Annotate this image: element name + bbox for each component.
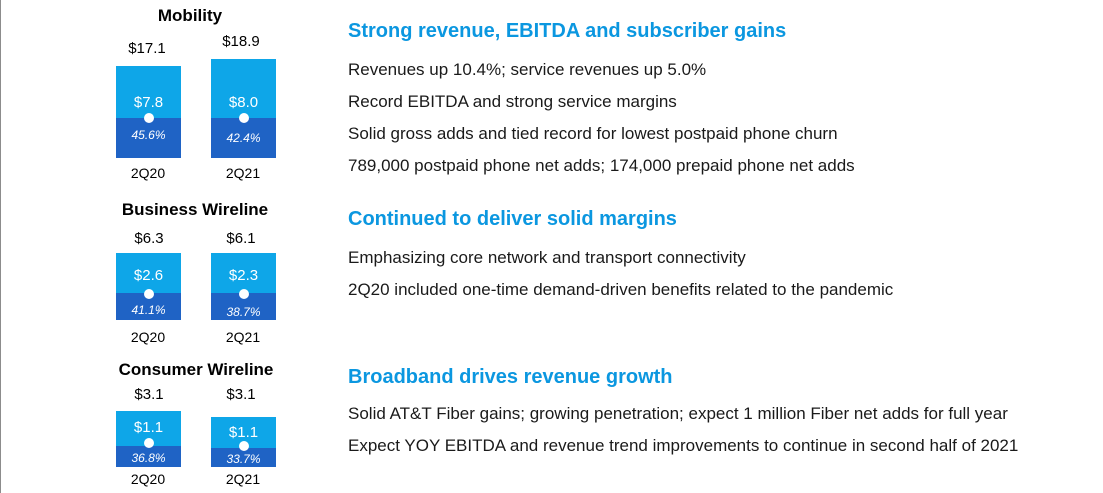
revenue-segment bbox=[211, 253, 276, 293]
margin-label: 38.7% bbox=[226, 305, 261, 319]
revenue-bar: $2.3 38.7% bbox=[211, 253, 276, 320]
x-tick-label: 2Q21 bbox=[225, 329, 261, 345]
bullet-text: 789,000 postpaid phone net adds; 174,000… bbox=[348, 156, 855, 175]
revenue-segment bbox=[116, 66, 181, 118]
margin-dot bbox=[143, 289, 154, 299]
revenue-segment bbox=[211, 59, 276, 118]
margin-dot bbox=[238, 289, 249, 299]
left-divider bbox=[0, 0, 1, 493]
bar-total-label: $6.1 bbox=[226, 230, 256, 247]
margin-dot bbox=[238, 441, 249, 451]
bullet-text: Solid AT&T Fiber gains; growing penetrat… bbox=[348, 404, 1008, 423]
section-heading-mobility: Strong revenue, EBITDA and subscriber ga… bbox=[348, 20, 787, 42]
margin-dot bbox=[143, 113, 154, 123]
margin-segment bbox=[116, 118, 181, 158]
ebitda-label: $2.3 bbox=[228, 267, 259, 284]
margin-segment bbox=[211, 118, 276, 158]
x-tick-label: 2Q20 bbox=[130, 329, 166, 345]
bullet-text: Emphasizing core network and transport c… bbox=[348, 248, 746, 267]
chart-title-consumer-wireline: Consumer Wireline bbox=[118, 360, 274, 379]
bullet-text: Solid gross adds and tied record for low… bbox=[348, 124, 838, 143]
section-heading-consumer-wireline: Broadband drives revenue growth bbox=[348, 366, 673, 388]
bullet-text: Expect YOY EBITDA and revenue trend impr… bbox=[348, 436, 1019, 455]
margin-segment bbox=[211, 448, 276, 467]
ebitda-label: $2.6 bbox=[133, 267, 164, 284]
revenue-bar: $7.8 45.6% bbox=[116, 66, 181, 158]
ebitda-label: $8.0 bbox=[228, 94, 259, 111]
x-tick-label: 2Q21 bbox=[225, 165, 261, 181]
bar-total-label: $3.1 bbox=[226, 386, 256, 403]
ebitda-label: $1.1 bbox=[228, 424, 259, 441]
bullet-text: Revenues up 10.4%; service revenues up 5… bbox=[348, 60, 707, 79]
chart-title-business-wireline: Business Wireline bbox=[121, 200, 269, 219]
margin-dot bbox=[143, 438, 154, 448]
section-heading-business-wireline: Continued to deliver solid margins bbox=[348, 208, 677, 230]
revenue-bar: $2.6 41.1% bbox=[116, 253, 181, 320]
margin-label: 36.8% bbox=[131, 451, 166, 465]
bar-total-label: $3.1 bbox=[134, 386, 164, 403]
bullet-text: Record EBITDA and strong service margins bbox=[348, 92, 677, 111]
bullet-text: 2Q20 included one-time demand-driven ben… bbox=[348, 280, 894, 299]
revenue-bar: $1.1 33.7% bbox=[211, 417, 276, 467]
margin-label: 33.7% bbox=[226, 452, 261, 466]
margin-label: 41.1% bbox=[131, 303, 166, 317]
revenue-bar: $8.0 42.4% bbox=[211, 59, 276, 158]
revenue-segment bbox=[116, 253, 181, 293]
bar-total-label: $17.1 bbox=[128, 40, 166, 57]
ebitda-label: $7.8 bbox=[133, 94, 164, 111]
chart-title-mobility: Mobility bbox=[157, 6, 223, 25]
bar-total-label: $18.9 bbox=[222, 33, 260, 50]
revenue-bar: $1.1 36.8% bbox=[116, 411, 181, 467]
margin-label: 45.6% bbox=[131, 128, 166, 142]
margin-label: 42.4% bbox=[226, 131, 261, 145]
margin-dot bbox=[238, 113, 249, 123]
x-tick-label: 2Q21 bbox=[225, 471, 261, 487]
x-tick-label: 2Q20 bbox=[130, 165, 166, 181]
margin-segment bbox=[116, 446, 181, 467]
x-tick-label: 2Q20 bbox=[130, 471, 166, 487]
ebitda-label: $1.1 bbox=[133, 419, 164, 436]
bar-total-label: $6.3 bbox=[134, 230, 164, 247]
